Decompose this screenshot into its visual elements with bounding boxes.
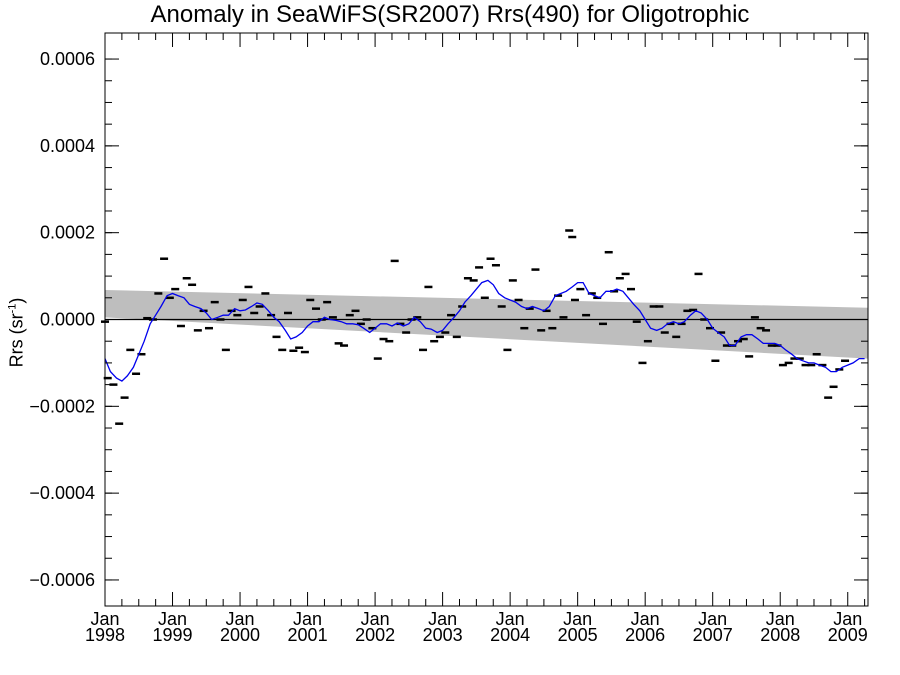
x-tick-year-label: 2006 [625, 625, 665, 645]
y-axis-label-end: ) [6, 297, 27, 304]
y-tick-label: 0.0000 [40, 310, 95, 330]
y-axis-label-main: Rrs (sr [6, 313, 27, 368]
plot-axes: −0.0006 −0.0004 −0.0002 0.0000 0.0002 0.0004 0… [29, 32, 869, 645]
x-tick-month-label: Jan [833, 609, 862, 629]
y-tick-label: 0.0002 [40, 223, 95, 243]
y-tick-label: −0.0006 [29, 570, 95, 590]
y-tick-label: −0.0004 [29, 483, 95, 503]
x-tick-month-label: Jan [698, 609, 727, 629]
x-tick-month-label: Jan [631, 609, 660, 629]
x-tick-month-label: Jan [563, 609, 592, 629]
x-tick-year-label: 2000 [220, 625, 260, 645]
chart-title: Anomaly in SeaWiFS(SR2007) Rrs(490) for … [150, 1, 750, 28]
x-tick-year-label: 2002 [355, 625, 395, 645]
x-tick-year-label: 2008 [760, 625, 800, 645]
y-axis-label-sup: -1 [6, 303, 19, 314]
x-tick-year-label: 2004 [490, 625, 530, 645]
x-tick-month-label: Jan [766, 609, 795, 629]
x-tick-year-label: 2003 [423, 625, 463, 645]
x-tick-year-label: 2001 [288, 625, 328, 645]
running-mean-line [104, 279, 865, 382]
x-tick-month-label: Jan [496, 609, 525, 629]
y-axis-label: Rrs (sr-1) [6, 298, 27, 368]
x-tick-year-label: 2007 [693, 625, 733, 645]
x-tick-month-label: Jan [158, 609, 187, 629]
x-tick-month-label: Jan [361, 609, 390, 629]
x-tick-year-label: 2005 [558, 625, 598, 645]
y-tick-label: 0.0006 [40, 49, 95, 69]
y-tick-label: 0.0004 [40, 136, 95, 156]
x-tick-year-label: 1998 [85, 625, 125, 645]
x-tick-year-label: 2009 [828, 625, 868, 645]
x-tick-month-label: Jan [90, 609, 119, 629]
y-tick-label: −0.0002 [29, 396, 95, 416]
x-tick-month-label: Jan [226, 609, 255, 629]
trend-confidence-band [105, 289, 868, 359]
x-tick-year-label: 1999 [152, 625, 192, 645]
running-mean-path [104, 279, 865, 382]
x-tick-month-label: Jan [428, 609, 457, 629]
x-tick-month-label: Jan [293, 609, 322, 629]
trend-band-polygon [105, 289, 868, 359]
